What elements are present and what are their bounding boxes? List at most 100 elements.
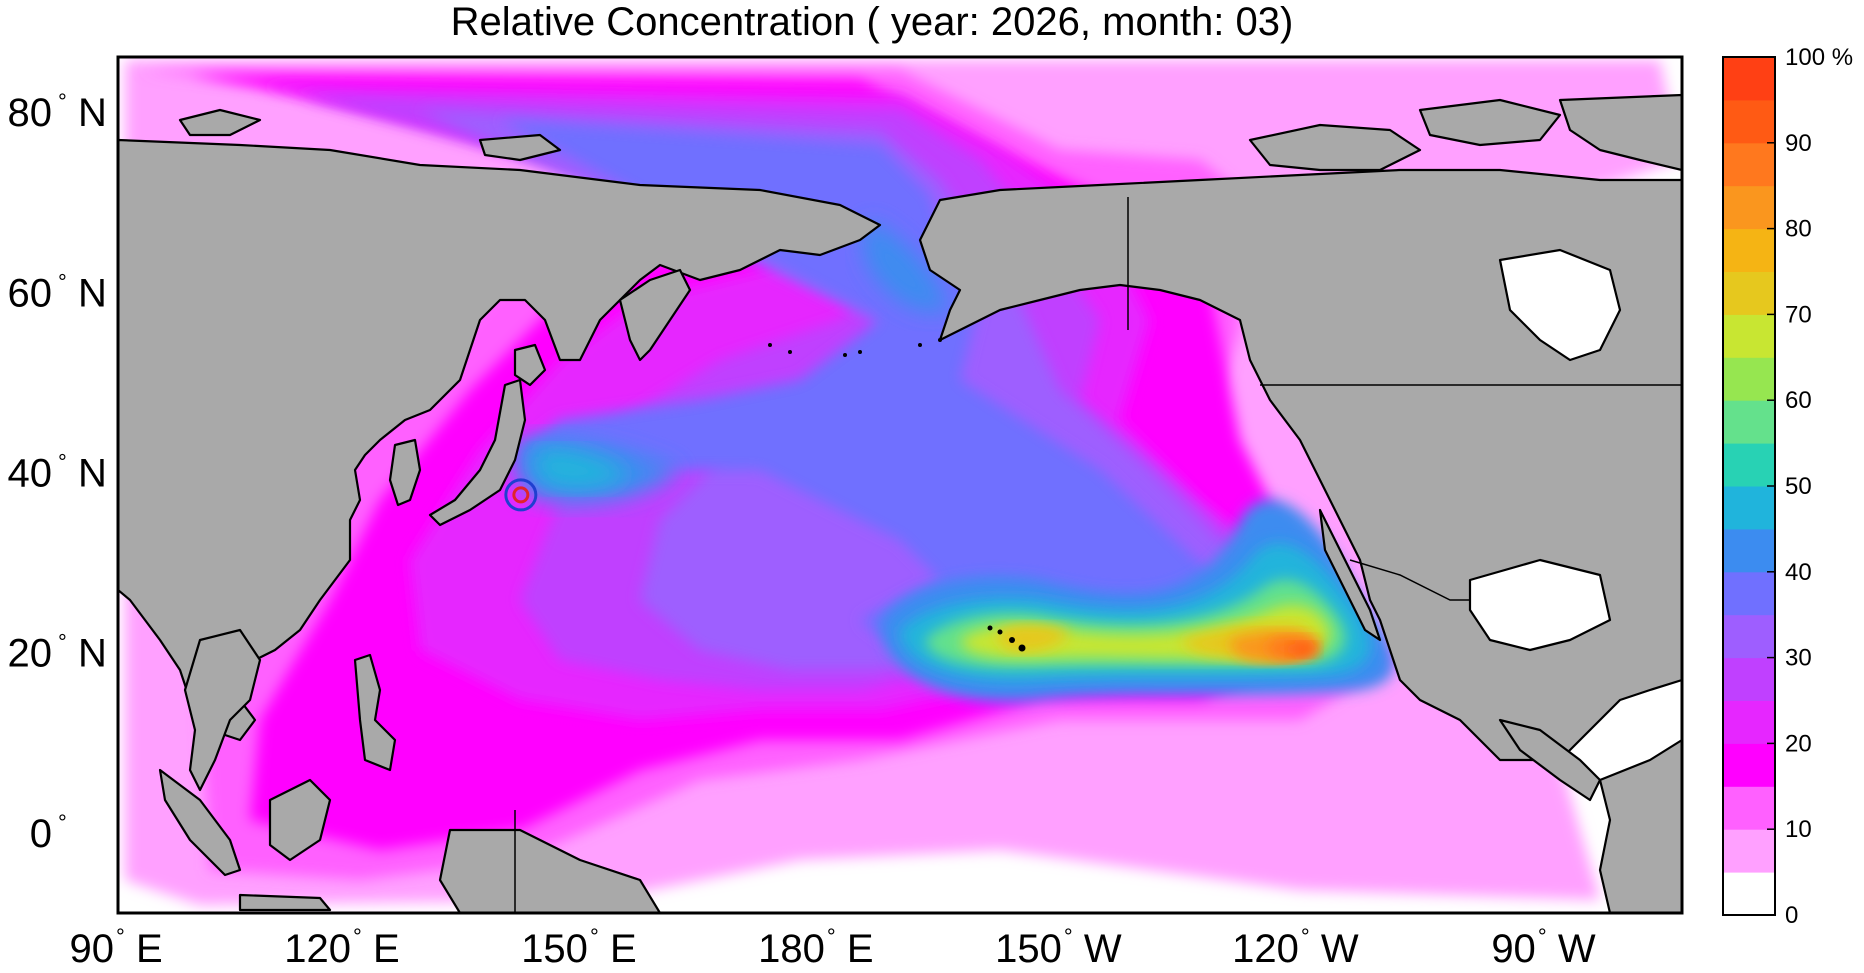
degree-symbol: ° (1064, 924, 1073, 949)
latitude-degree-value: 60 (8, 271, 53, 315)
colorbar-tick-label: 70 (1785, 301, 1812, 328)
colorbar-tick-label: 90 (1785, 130, 1812, 157)
longitude-hemisphere: E (847, 927, 874, 971)
colorbar-tick-label: 50 (1785, 473, 1812, 500)
longitude-label: 120 ° W (1232, 924, 1359, 971)
longitude-hemisphere: W (1321, 927, 1359, 971)
longitude-degree-value: 120 (284, 927, 351, 971)
longitude-hemisphere: E (373, 927, 400, 971)
indochina (183, 628, 262, 792)
philippines-islands (353, 653, 397, 772)
colorbar-block (1723, 314, 1775, 358)
colorbar-block (1723, 614, 1775, 659)
latitude-label: 20 ° N (8, 630, 107, 676)
longitude-label: 180 ° E (758, 924, 873, 971)
colorbar-color-blocks (1723, 57, 1775, 916)
degree-symbol: ° (827, 924, 836, 949)
colorbar-tick-label: 100 % (1785, 44, 1853, 71)
kamchatka-peninsula (618, 268, 692, 362)
latitude-degree-value: 0 (30, 812, 52, 856)
degree-symbol: ° (58, 89, 67, 114)
hudson-bay (1498, 248, 1622, 362)
colorbar-tick-label: 20 (1785, 730, 1812, 757)
colorbar-tick-label: 60 (1785, 387, 1812, 414)
longitude-degree-value: 150 (995, 927, 1062, 971)
degree-symbol: ° (1301, 924, 1310, 949)
borneo-island (268, 778, 332, 862)
new-guinea-island (438, 828, 662, 913)
colorbar-block (1723, 571, 1775, 616)
colorbar-block (1723, 57, 1775, 101)
land-masses (118, 93, 1682, 913)
colorbar-tick-label: 80 (1785, 216, 1812, 243)
longitude-hemisphere: E (610, 927, 637, 971)
colorbar-block (1723, 743, 1775, 787)
colorbar-block (1723, 700, 1775, 744)
java-island (238, 893, 332, 912)
longitude-degree-value: 120 (1232, 927, 1299, 971)
longitude-hemisphere: W (1084, 927, 1122, 971)
colorbar-block (1723, 528, 1775, 573)
latitude-hemisphere: N (78, 451, 107, 495)
source-marker-outer-ring (504, 478, 538, 512)
degree-symbol: ° (353, 924, 362, 949)
siberia-islands (178, 108, 262, 137)
degree-symbol: ° (58, 269, 67, 294)
map-frame (116, 55, 1684, 915)
latitude-axis-labels: 80 ° N60 ° N40 ° N20 ° N0 ° (8, 89, 107, 856)
chart-title: Relative Concentration ( year: 2026, mon… (450, 0, 1294, 44)
longitude-degree-value: 90 (1491, 927, 1536, 971)
latitude-degree-value: 20 (8, 632, 53, 676)
arctic-islands-east (1418, 98, 1562, 147)
gulf-of-mexico (1468, 558, 1612, 652)
latitude-hemisphere: N (78, 632, 107, 676)
political-borders (514, 197, 1682, 913)
longitude-label: 150 ° W (995, 924, 1122, 971)
arctic-islands (1248, 123, 1422, 172)
source-location-marker (504, 478, 538, 512)
colorbar-tick-label: 40 (1785, 559, 1812, 586)
hokkaido-island (513, 343, 547, 387)
longitude-label: 150 ° E (521, 924, 636, 971)
colorbar-block (1723, 99, 1775, 144)
degree-symbol: ° (590, 924, 599, 949)
source-marker-inner-ring (512, 486, 530, 504)
colorbar-block (1723, 271, 1775, 315)
latitude-label: 0 ° (30, 810, 67, 856)
sumatra-island (158, 768, 242, 877)
japan-islands (428, 378, 527, 527)
colorbar-block (1723, 657, 1775, 701)
colorbar-tick-label: 10 (1785, 816, 1812, 843)
greenland-edge (1558, 93, 1682, 172)
degree-symbol: ° (116, 924, 125, 949)
latitude-label: 80 ° N (8, 89, 107, 135)
concentration-field (125, 60, 1680, 905)
colorbar-block (1723, 829, 1775, 873)
colorbar-tick-labels: 0 10 20 30 40 50 60 70 80 90 100 % (1767, 44, 1853, 929)
longitude-hemisphere: E (136, 927, 163, 971)
colorbar-block (1723, 185, 1775, 230)
longitude-hemisphere: W (1558, 927, 1596, 971)
longitude-label: 90 ° W (1491, 924, 1596, 971)
colorbar-tick-label: 30 (1785, 645, 1812, 672)
korea-peninsula (388, 438, 422, 507)
siberia-islands-2 (478, 133, 562, 162)
colorbar-tick-label: 0 (1785, 902, 1798, 929)
small-islands (768, 338, 1026, 652)
south-america-landmass (1598, 738, 1682, 913)
baja-california (1318, 508, 1382, 642)
colorbar-block (1723, 357, 1775, 401)
central-america (1498, 718, 1602, 802)
asia-landmass (118, 138, 882, 742)
longitude-degree-value: 150 (521, 927, 588, 971)
colorbar-block (1723, 486, 1775, 530)
longitude-degree-value: 90 (70, 927, 115, 971)
colorbar-block (1723, 443, 1775, 487)
degree-symbol: ° (58, 810, 67, 835)
degree-symbol: ° (1538, 924, 1547, 949)
colorbar-block (1723, 872, 1775, 916)
colorbar-block (1723, 142, 1775, 187)
